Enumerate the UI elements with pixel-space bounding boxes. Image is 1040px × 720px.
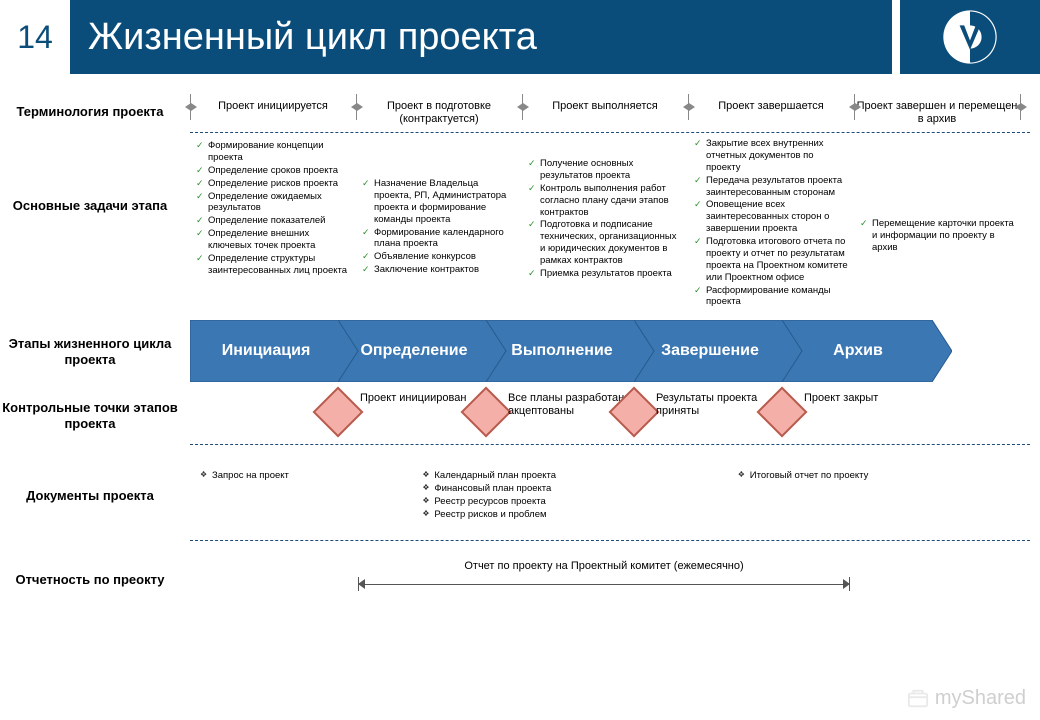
milestone-label: Проект закрыт xyxy=(804,392,944,405)
reporting-span xyxy=(358,578,850,592)
row-label-documents: Документы проекта xyxy=(0,488,180,504)
slide-title: Жизненный цикл проекта xyxy=(70,0,892,74)
stage-tasks: Назначение Владельца проекта, РП, Админи… xyxy=(362,178,518,277)
stage-label: Определение xyxy=(338,320,490,382)
stage-label: Завершение xyxy=(634,320,786,382)
stage-chevron: Определение xyxy=(338,320,508,382)
stage-tasks: Перемещение карточки проекта и информаци… xyxy=(860,218,1016,255)
slide-number: 14 xyxy=(0,0,70,74)
row-label-terminology: Терминология проекта xyxy=(0,104,180,120)
row-label-milestones: Контрольные точки этапов проекта xyxy=(0,400,180,431)
watermark: myShared xyxy=(907,687,1026,710)
terminology-label: Проект завершен и перемещен в архив xyxy=(854,100,1020,125)
stage-chevron: Завершение xyxy=(634,320,804,382)
stage-chevron: Инициация xyxy=(190,320,360,382)
stage-label: Выполнение xyxy=(486,320,638,382)
reporting-label: Отчет по проекту на Проектный комитет (е… xyxy=(358,560,850,572)
stage-label: Архив xyxy=(782,320,934,382)
stage-tasks: Закрытие всех внутренних отчетных докуме… xyxy=(694,138,850,309)
stage-documents: Итоговый отчет по проекту xyxy=(738,470,938,483)
stage-label: Инициация xyxy=(190,320,342,382)
stage-tasks: Получение основных результатов проектаКо… xyxy=(528,158,684,281)
row-label-tasks: Основные задачи этапа xyxy=(0,198,180,214)
stage-chevron: Выполнение xyxy=(486,320,656,382)
stage-documents: Календарный план проектаФинансовый план … xyxy=(422,470,622,522)
row-label-reporting: Отчетность по преокту xyxy=(0,572,180,588)
terminology-label: Проект завершается xyxy=(688,100,854,113)
terminology-label: Проект инициируется xyxy=(190,100,356,113)
stage-documents: Запрос на проект xyxy=(200,470,400,483)
stage-chevron: Архив xyxy=(782,320,952,382)
row-label-stages: Этапы жизненного цикла проекта xyxy=(0,336,180,367)
diamond-icon xyxy=(313,387,364,438)
terminology-label: Проект в подготовке (контрактуется) xyxy=(356,100,522,125)
terminology-label: Проект выполняется xyxy=(522,100,688,113)
stage-tasks: Формирование концепции проектаОпределени… xyxy=(196,140,352,278)
logo-icon xyxy=(900,0,1040,74)
